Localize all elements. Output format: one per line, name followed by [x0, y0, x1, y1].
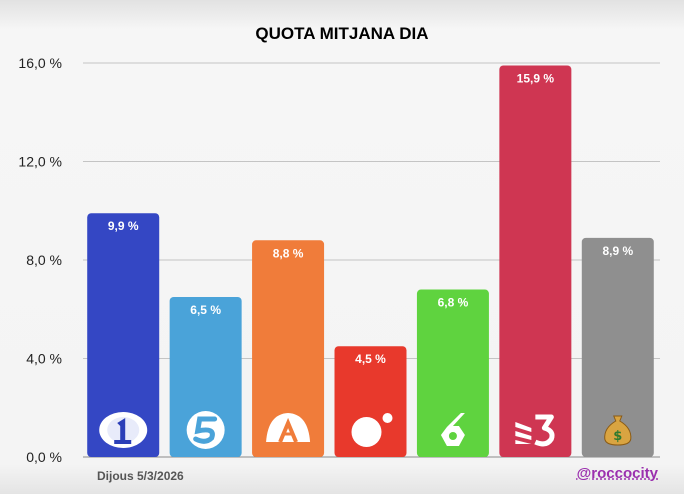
svg-text:$: $ [613, 429, 622, 444]
bar-data-label: 8,9 % [602, 244, 633, 258]
chart-title: QUOTA MITJANA DIA [255, 24, 429, 43]
bar[interactable] [499, 65, 572, 458]
lasexta-logo-icon [440, 413, 465, 446]
bar-data-label: 15,9 % [517, 71, 555, 85]
y-tick-label: 4,0 % [26, 351, 62, 367]
bar-data-label: 6,5 % [190, 303, 221, 317]
bar-data-label: 9,9 % [108, 219, 139, 233]
footer-handle[interactable]: @roccocity [576, 465, 658, 482]
tv3-logo-icon [515, 414, 555, 447]
y-tick-label: 16,0 % [18, 55, 62, 71]
bar[interactable] [169, 296, 242, 457]
bar-data-label: 4,5 % [355, 352, 386, 366]
y-tick-label: 12,0 % [18, 154, 62, 170]
y-tick-label: 8,0 % [26, 252, 62, 268]
footer-date: Dijous 5/3/2026 [97, 469, 184, 483]
money-bag-icon: $ [604, 415, 632, 446]
telecinco-logo-icon [186, 411, 225, 449]
bar-data-label: 6,8 % [438, 296, 469, 310]
cuatro-logo-icon [351, 413, 393, 447]
bar[interactable] [252, 240, 325, 457]
antena3-logo-icon [266, 413, 311, 443]
bar[interactable] [416, 289, 489, 457]
bar[interactable] [87, 213, 160, 457]
la1-logo-icon [99, 412, 148, 448]
bar[interactable] [581, 237, 654, 457]
y-tick-label: 0,0 % [26, 449, 62, 465]
bar-data-label: 8,8 % [273, 246, 304, 260]
